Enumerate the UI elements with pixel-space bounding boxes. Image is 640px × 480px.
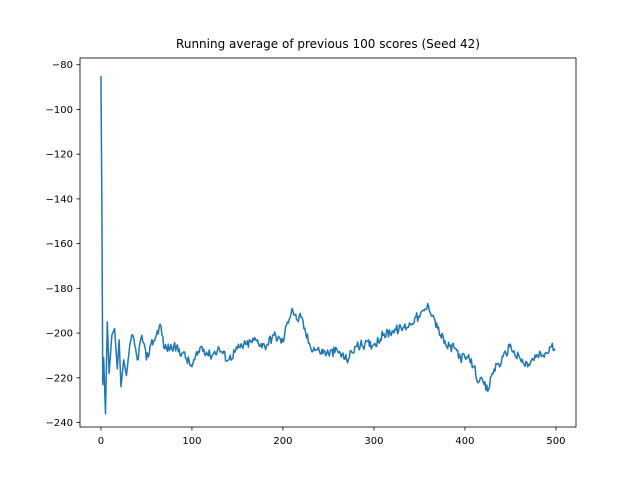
y-tick-label: −160 <box>46 239 73 250</box>
y-tick-label: −180 <box>46 284 73 295</box>
y-tick-label: −220 <box>46 373 73 384</box>
y-tick-label: −80 <box>52 60 73 71</box>
plot-frame <box>79 57 577 428</box>
x-tick-label: 0 <box>98 436 104 447</box>
series-line <box>100 75 556 415</box>
chart-title: Running average of previous 100 scores (… <box>176 37 480 51</box>
x-tick-label: 300 <box>364 436 383 447</box>
series-layer <box>100 75 556 415</box>
y-tick-label: −200 <box>46 329 73 340</box>
y-tick-label: −100 <box>46 105 73 116</box>
x-tick-label: 500 <box>546 436 565 447</box>
axes-layer: 0 100 200 300 400 500 −80 −100 −120 −140 −160 −180 −… <box>46 57 577 447</box>
y-tick-label: −240 <box>46 418 73 429</box>
y-tick-label: −120 <box>46 150 73 161</box>
x-tick-label: 100 <box>182 436 201 447</box>
x-tick-label: 400 <box>455 436 474 447</box>
y-tick-label: −140 <box>46 194 73 205</box>
x-tick-label: 200 <box>273 436 292 447</box>
